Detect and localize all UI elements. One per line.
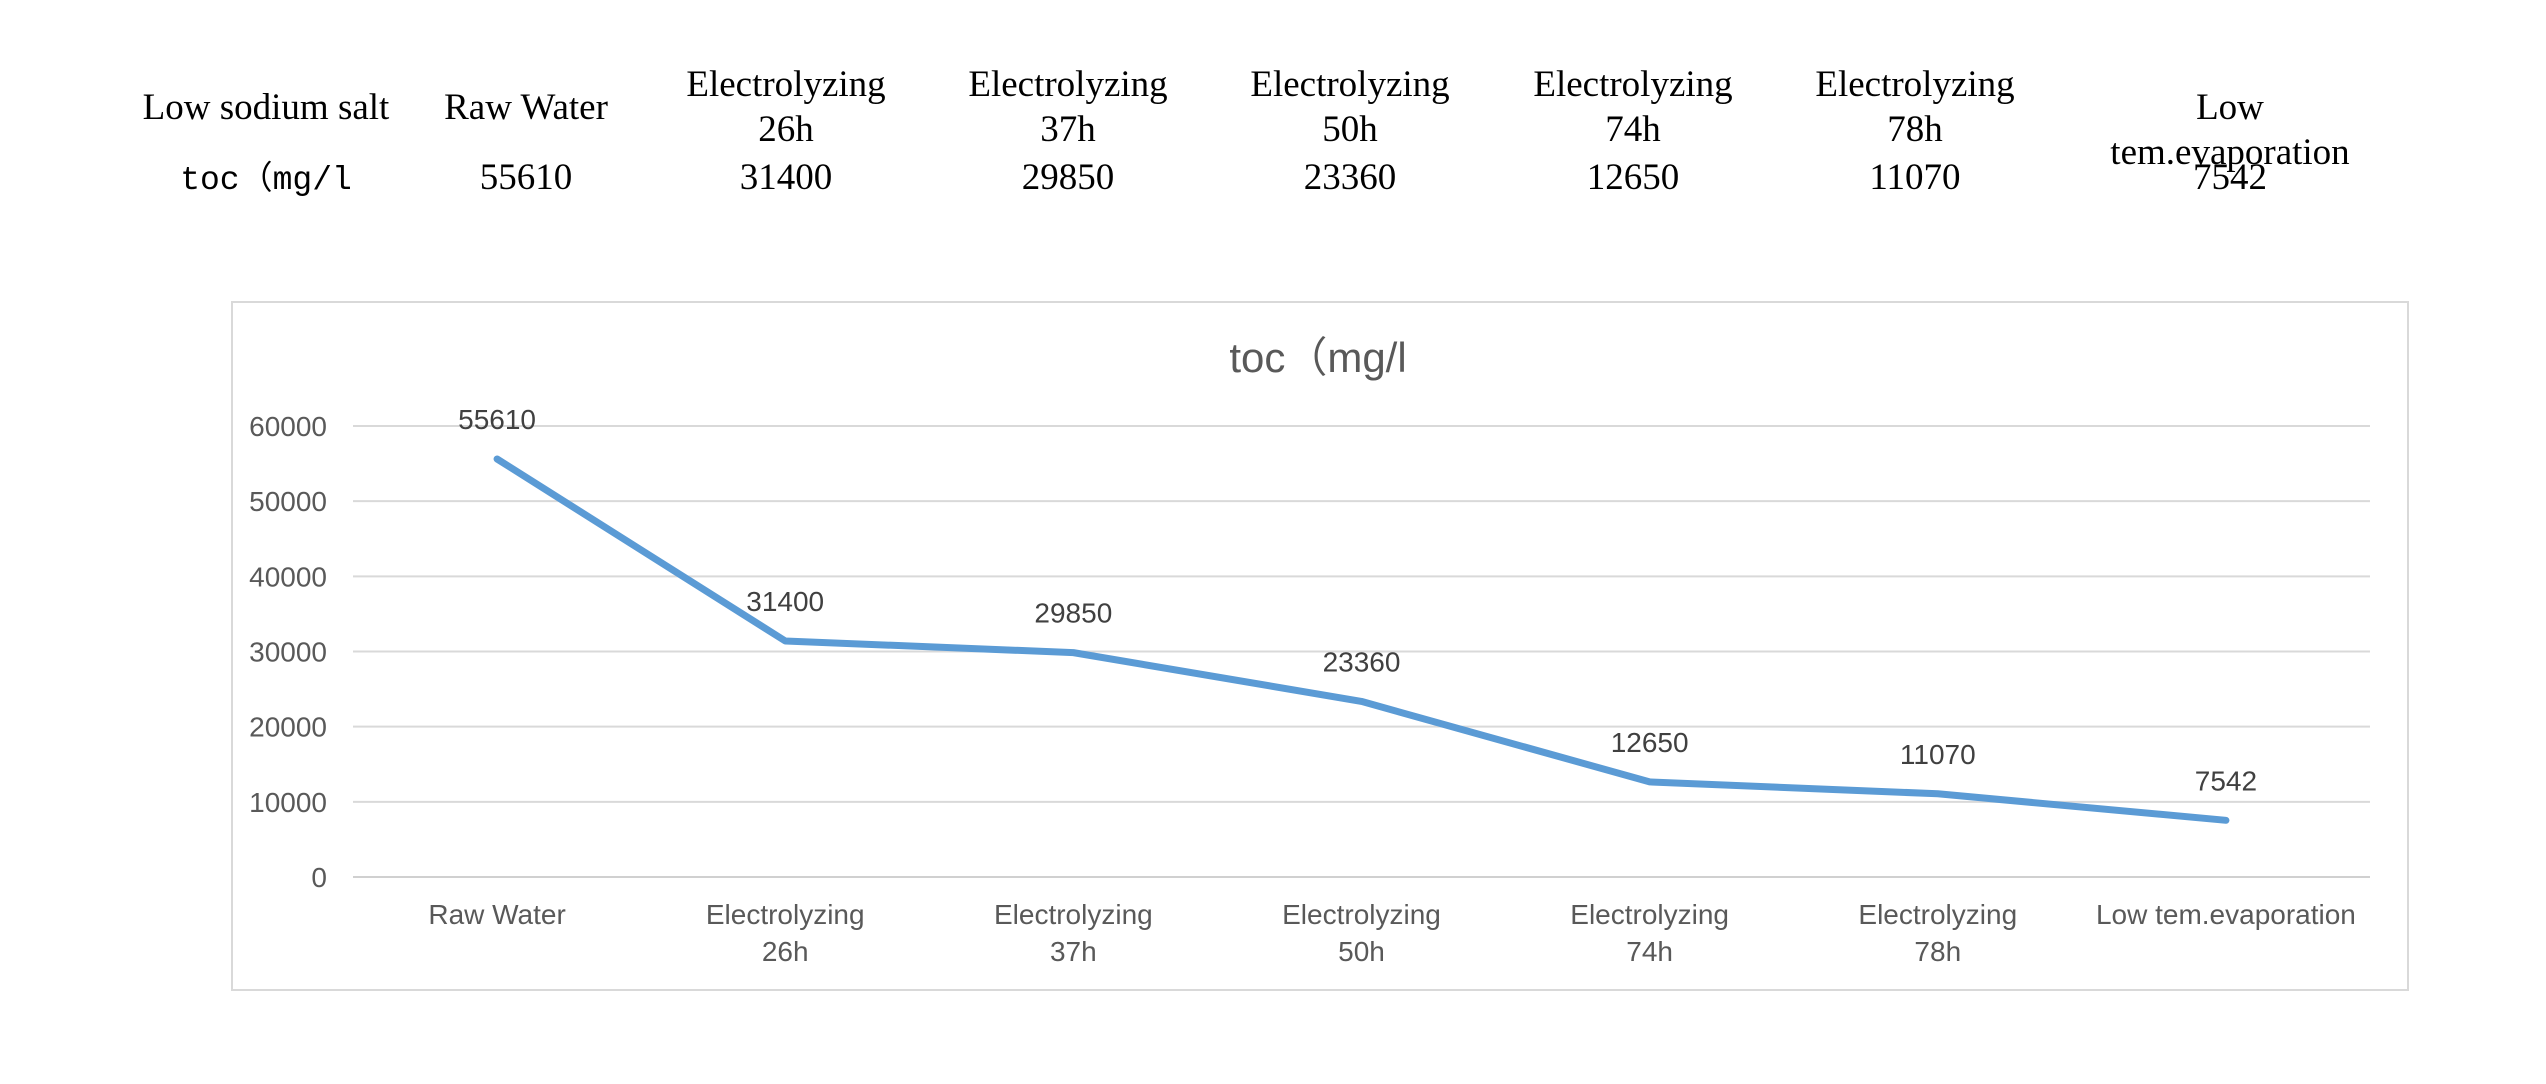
table-value-cell: 31400 <box>739 157 833 198</box>
x-tick-label: Low tem.evaporation <box>2096 899 2356 930</box>
table-value-cell: 7542 <box>2193 157 2267 198</box>
data-table: Low sodium salt toc（mg/l Raw Water Elect… <box>0 0 2546 230</box>
x-tick-label: Electrolyzing 78h <box>1858 899 2017 967</box>
table-value-cell: 11070 <box>1869 157 1961 198</box>
y-tick-label: 20000 <box>249 712 327 743</box>
x-tick-label: Electrolyzing 50h <box>1282 899 1441 967</box>
table-value-cell: 29850 <box>1021 157 1115 198</box>
table-value-cell: 55610 <box>479 157 573 198</box>
table-header-cell: Electrolyzing 26h <box>686 64 886 150</box>
data-label: 31400 <box>746 586 824 617</box>
data-label: 23360 <box>1323 646 1401 677</box>
table-header-cell: Low tem.evaporation <box>2110 87 2350 173</box>
x-tick-label: Raw Water <box>428 899 565 930</box>
x-axis-ticks: Raw Water Electrolyzing 26h Electrolyzing 37… <box>428 899 2356 967</box>
x-tick-label: Electrolyzing 37h <box>994 899 1153 967</box>
data-labels: 55610 31400 29850 23360 12650 11070 7542 <box>458 404 2257 796</box>
y-tick-label: 10000 <box>249 787 327 818</box>
chart-title: toc（mg/l <box>1229 334 1406 381</box>
data-label: 11070 <box>1900 739 1976 770</box>
data-label: 7542 <box>2195 765 2257 796</box>
table-value-cell: 23360 <box>1303 157 1397 198</box>
y-tick-label: 30000 <box>249 637 327 668</box>
y-axis-ticks: 0 10000 20000 30000 40000 50000 60000 <box>249 411 327 893</box>
table-header-cell: Electrolyzing 78h <box>1815 64 2015 150</box>
y-tick-label: 40000 <box>249 561 327 592</box>
y-tick-label: 50000 <box>249 486 327 517</box>
table-header-cell: Electrolyzing 74h <box>1533 64 1733 150</box>
table-header-label: Low sodium salt <box>142 87 390 128</box>
data-label: 55610 <box>458 404 536 435</box>
table-value-cell: 12650 <box>1586 157 1680 198</box>
x-tick-label: Electrolyzing 26h <box>706 899 865 967</box>
table-row-label: toc（mg/l <box>180 162 352 199</box>
series-line-group <box>493 455 2230 824</box>
y-tick-label: 0 <box>311 862 327 893</box>
table-header-cell: Electrolyzing 37h <box>968 64 1168 150</box>
data-label: 12650 <box>1611 727 1689 758</box>
series-line <box>493 455 2230 824</box>
x-tick-label: Electrolyzing 74h <box>1570 899 1729 967</box>
y-tick-label: 60000 <box>249 411 327 442</box>
table-header-cell: Raw Water <box>444 87 608 128</box>
data-label: 29850 <box>1034 598 1112 629</box>
table-header-cell: Electrolyzing 50h <box>1250 64 1450 150</box>
